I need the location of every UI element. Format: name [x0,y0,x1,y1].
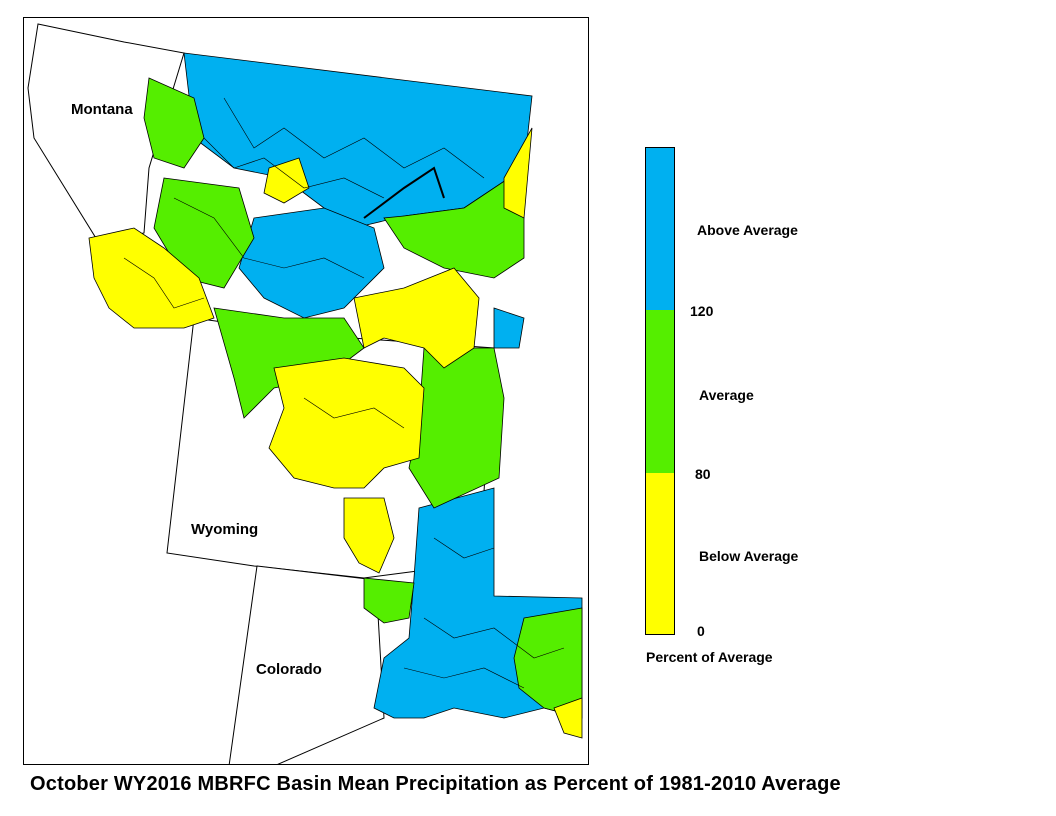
basin-below-north-small [263,157,310,204]
basin-above-east [493,307,525,349]
legend-color-bar [645,147,675,635]
legend-tick-120: 120 [690,303,714,319]
figure-caption: October WY2016 MBRFC Basin Mean Precipit… [30,773,841,795]
basin-average-south [363,577,415,624]
legend-swatch-below [646,473,674,634]
legend-tick-80: 80 [695,466,711,482]
basin-above-central [238,207,385,319]
basin-below-center [353,267,480,369]
wyoming-label: Wyoming [191,521,259,538]
legend-title: Percent of Average [646,649,773,665]
legend-label-below: Below Average [699,548,799,564]
legend-label-above: Above Average [697,222,798,238]
montana-boundary [27,23,185,244]
montana-label: Montana [71,101,133,118]
colorado-label: Colorado [256,661,322,678]
basin-below-se [553,697,583,739]
basin-below-south [268,357,425,489]
basins-below-average [88,127,583,739]
basin-below-northeast [503,127,533,219]
basin-below-west [88,227,215,329]
basin-divisions [123,97,565,689]
basin-below-lower [343,497,395,574]
basin-average-southeast-corner [513,607,583,719]
map-panel: Montana Wyoming Colorado [23,17,589,765]
basin-map [27,23,583,764]
basin-average-northwest [143,77,205,169]
basin-average-southeast [408,347,505,509]
legend-swatch-above [646,148,674,311]
legend-swatch-average [646,310,674,474]
legend-tick-0: 0 [697,623,705,639]
legend-label-average: Average [699,387,754,403]
colorado-boundary [228,565,385,764]
